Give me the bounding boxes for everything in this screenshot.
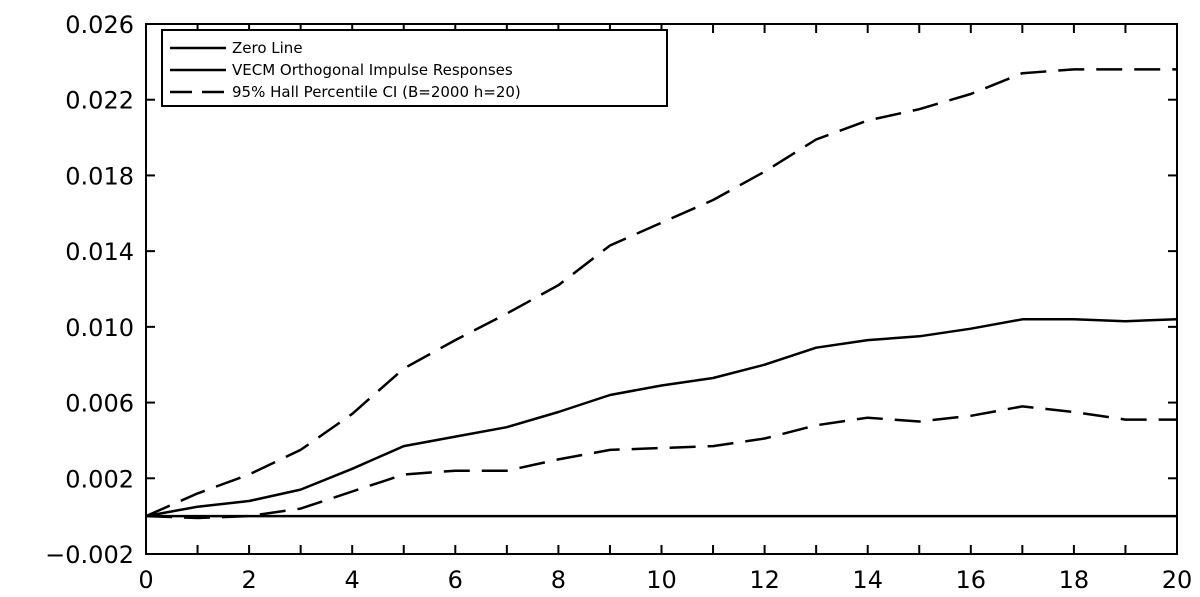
y-tick-label: 0.026 (65, 11, 134, 39)
x-tick-label: 18 (1059, 566, 1090, 594)
y-tick-label: 0.002 (65, 465, 134, 493)
x-tick-label: 10 (646, 566, 677, 594)
x-tick-label: 4 (345, 566, 360, 594)
x-tick-label: 0 (138, 566, 153, 594)
y-tick-label: 0.022 (65, 87, 134, 115)
y-tick-label: 0.014 (65, 238, 134, 266)
legend-label-vecm: VECM Orthogonal Impulse Responses (232, 61, 513, 79)
axes (145, 23, 1178, 555)
y-tick-label: −0.002 (45, 541, 134, 569)
legend: Zero Line VECM Orthogonal Impulse Respon… (161, 29, 668, 107)
y-tick-label: 0.018 (65, 162, 134, 190)
series-ci-lower-bound (145, 405, 1177, 520)
x-tick-label: 12 (749, 566, 780, 594)
series-vecm-impulse-response (145, 318, 1178, 518)
x-tick-label: 16 (956, 566, 987, 594)
x-tick-label: 8 (551, 566, 566, 594)
legend-label-zero-line: Zero Line (232, 39, 303, 57)
series-ci-upper-bound (145, 68, 1177, 518)
tick-labels: 0.026 0.022 0.018 0.014 0.010 0.006 0.002 −0.00… (45, 11, 1192, 594)
legend-box (161, 29, 668, 107)
x-tick-label: 20 (1162, 566, 1193, 594)
y-tick-label: 0.010 (65, 314, 134, 342)
series-lines (145, 68, 1178, 520)
legend-label-ci: 95% Hall Percentile CI (B=2000 h=20) (232, 83, 521, 101)
x-tick-label: 2 (241, 566, 256, 594)
x-tick-label: 6 (448, 566, 463, 594)
y-tick-label: 0.006 (65, 390, 134, 418)
x-tick-label: 14 (852, 566, 883, 594)
